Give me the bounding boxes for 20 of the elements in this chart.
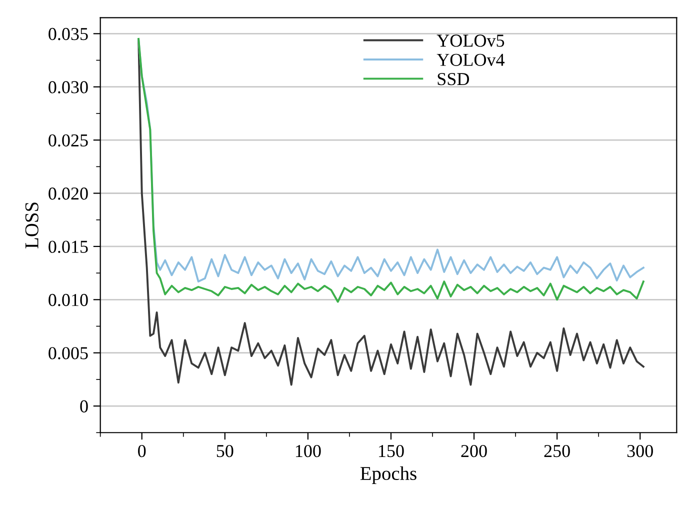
legend-label: SSD	[438, 73, 470, 86]
y-axis-title: LOSS	[25, 202, 38, 248]
legend-label: YOLOv5	[436, 34, 504, 47]
x-tick-label: 250	[544, 444, 570, 458]
y-tick-label: 0.005	[48, 347, 88, 360]
x-tick-label: 50	[216, 444, 234, 458]
y-tick-label: 0.020	[48, 188, 88, 200]
y-tick-label: 0.030	[48, 81, 88, 94]
x-axis-title: Epochs	[360, 466, 416, 484]
y-tick-label: 0.025	[48, 134, 88, 147]
legend-label: YOLOv4	[436, 54, 505, 66]
x-tick-label: 150	[379, 444, 404, 458]
y-tick-label: 0	[80, 400, 88, 412]
y-tick-label: 0.010	[48, 294, 88, 306]
y-tick-label: 0.015	[48, 240, 88, 253]
x-tick-label: 0	[138, 444, 146, 458]
x-tick-label: 300	[627, 444, 653, 458]
y-tick-label: 0.035	[48, 28, 88, 40]
x-tick-label: 100	[296, 444, 321, 458]
x-tick-label: 200	[461, 444, 487, 458]
